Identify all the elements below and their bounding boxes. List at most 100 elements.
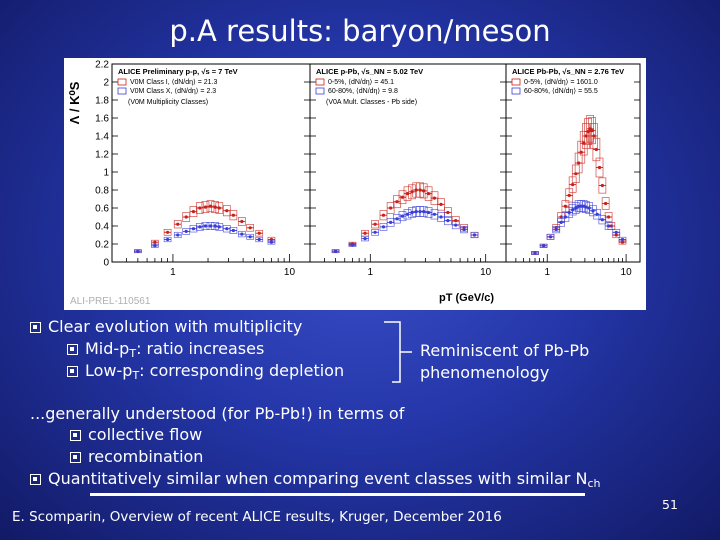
square-bullet-icon bbox=[67, 344, 78, 355]
chart-panel-1: 0 0.2 0.4 0.6 0.8 1 1.2 1.4 1.6 1.8 2 2.2 1 10 ALICE P… bbox=[95, 60, 311, 278]
y-tick-label: 0.8 bbox=[95, 186, 109, 197]
data-point bbox=[350, 243, 355, 247]
data-point bbox=[400, 214, 405, 218]
data-point bbox=[432, 196, 437, 200]
data-point bbox=[257, 231, 261, 235]
square-bullet-icon bbox=[67, 366, 78, 377]
square-bullet-icon bbox=[70, 430, 81, 441]
brace-connector bbox=[384, 321, 412, 383]
panel-note: (V0A Mult. Classes - Pb side) bbox=[326, 99, 417, 106]
data-point bbox=[257, 237, 261, 242]
panel-header: ALICE p-Pb, √s_NN = 5.02 TeV bbox=[316, 67, 423, 76]
data-point bbox=[225, 227, 229, 231]
data-point bbox=[446, 210, 450, 215]
data-point bbox=[203, 224, 208, 228]
y-tick-label: 0.6 bbox=[95, 204, 109, 215]
y-tick-label: 1.8 bbox=[95, 96, 109, 107]
data-point bbox=[533, 251, 537, 255]
bullet-quantitatively: Quantitatively similar when comparing ev… bbox=[30, 469, 600, 494]
legend-entry: 0-5%, ⟨dN/dη⟩ = 1601.0 bbox=[524, 78, 598, 86]
legend-marker bbox=[511, 87, 521, 95]
data-point bbox=[439, 202, 443, 206]
data-point bbox=[600, 183, 604, 188]
bullet-mid-pt: Mid-pT: ratio increases bbox=[67, 339, 264, 364]
data-point bbox=[269, 240, 274, 244]
data-point bbox=[203, 205, 208, 209]
legend-marker bbox=[117, 78, 127, 86]
data-point bbox=[592, 134, 596, 138]
data-point bbox=[153, 240, 157, 244]
legend-entry: 60-80%, ⟨dN/dη⟩ = 55.5 bbox=[524, 87, 598, 95]
footer-divider bbox=[90, 493, 585, 496]
data-point bbox=[217, 206, 221, 210]
legend-entry: 0-5%, ⟨dN/dη⟩ = 45.1 bbox=[328, 78, 394, 86]
y-tick-label: 0.2 bbox=[95, 240, 109, 251]
x-tick-label: 10 bbox=[284, 267, 296, 278]
legend-marker bbox=[315, 78, 325, 86]
data-point bbox=[363, 237, 367, 241]
panel-header: ALICE Preliminary p-p, √s = 7 TeV bbox=[118, 67, 238, 76]
data-point bbox=[620, 237, 625, 242]
y-tick-label: 0.4 bbox=[95, 222, 109, 233]
data-point bbox=[548, 235, 553, 239]
data-point bbox=[225, 209, 229, 213]
data-point bbox=[184, 229, 188, 233]
square-bullet-icon bbox=[30, 322, 41, 333]
data-point bbox=[400, 195, 405, 199]
panel-note: (V0M Multiplicity Classes) bbox=[128, 99, 208, 106]
legend-marker bbox=[315, 87, 325, 95]
data-point bbox=[248, 226, 252, 230]
data-point bbox=[563, 204, 568, 208]
data-point bbox=[153, 244, 157, 248]
y-tick-label: 2 bbox=[103, 78, 109, 89]
y-tick-label: 2.2 bbox=[95, 60, 109, 71]
square-bullet-icon bbox=[30, 474, 41, 485]
data-point bbox=[600, 218, 604, 222]
chart-panels: 0 0.2 0.4 0.6 0.8 1 1.2 1.4 1.6 1.8 2 2.2 1 10 ALICE P… bbox=[95, 60, 641, 278]
reminiscent-line-2: phenomenology bbox=[420, 363, 550, 382]
data-point bbox=[446, 219, 450, 223]
x-axis-label: pT (GeV/c) bbox=[439, 292, 494, 304]
data-point bbox=[607, 224, 611, 228]
data-point bbox=[231, 228, 235, 233]
data-point bbox=[240, 232, 244, 236]
data-point bbox=[395, 200, 399, 204]
slide-title: p.A results: baryon/meson bbox=[169, 14, 551, 48]
watermark: ALI-PREL-110561 bbox=[70, 296, 151, 307]
data-point bbox=[574, 206, 578, 210]
y-tick-label: 1.6 bbox=[95, 114, 109, 125]
data-point bbox=[184, 215, 188, 219]
data-point bbox=[426, 210, 431, 215]
data-point bbox=[166, 237, 170, 242]
data-point bbox=[414, 188, 418, 192]
data-point bbox=[567, 193, 571, 197]
generally-understood: ...generally understood (for Pb-Pb!) in … bbox=[30, 404, 405, 423]
footer-citation: E. Scomparin, Overview of recent ALICE r… bbox=[12, 509, 502, 525]
data-point bbox=[604, 201, 608, 206]
data-point bbox=[607, 215, 611, 219]
x-tick-label: 1 bbox=[368, 267, 374, 278]
data-point bbox=[381, 225, 386, 229]
data-point bbox=[472, 233, 477, 237]
data-point bbox=[373, 222, 377, 226]
chart-panel-2: 1 10 ALICE p-Pb, √s_NN = 5.02 TeV 0-5%, ⟨dN… bbox=[309, 63, 507, 278]
data-point bbox=[389, 220, 393, 224]
data-point bbox=[462, 228, 466, 232]
data-point bbox=[439, 215, 443, 219]
square-bullet-icon bbox=[70, 452, 81, 463]
bullet-collective-flow: collective flow bbox=[70, 425, 202, 445]
data-point bbox=[614, 230, 618, 234]
y-axis-label: Λ / K⁰S bbox=[67, 81, 82, 124]
figure-svg: Λ / K⁰S 00.20.40.60.811.21.41.61.822.21 1… bbox=[67, 60, 641, 307]
data-point bbox=[389, 206, 393, 210]
data-point bbox=[248, 235, 252, 239]
data-point bbox=[395, 217, 399, 221]
reminiscent-line-1: Reminiscent of Pb-Pb bbox=[420, 341, 590, 360]
data-point bbox=[571, 208, 575, 212]
bullet-clear-evolution: Clear evolution with multiplicity bbox=[30, 317, 302, 337]
legend-entry: V0M Class X, ⟨dN/dη⟩ = 2.3 bbox=[130, 87, 216, 95]
bullet-low-pt: Low-pT: corresponding depletion bbox=[67, 361, 344, 386]
data-point bbox=[381, 213, 386, 217]
panel-header: ALICE Pb-Pb, √s_NN = 2.76 TeV bbox=[512, 67, 624, 76]
y-tick-label: 0 bbox=[103, 258, 109, 269]
